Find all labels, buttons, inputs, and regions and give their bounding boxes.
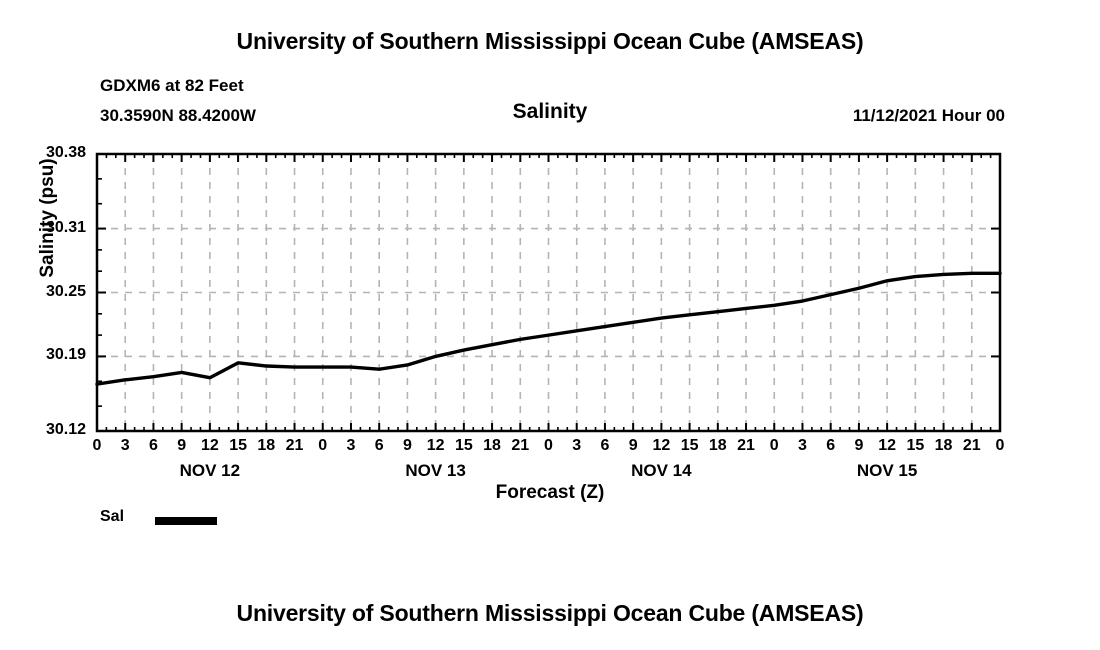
x-tick-label: 21 — [511, 437, 530, 454]
x-tick-label: 21 — [737, 437, 755, 454]
day-label: NOV 12 — [179, 461, 241, 480]
forecast-timestamp: 11/12/2021 Hour 00 — [852, 106, 1005, 125]
grid-horizontal — [97, 227, 1000, 358]
x-tick-label: 15 — [680, 437, 699, 454]
legend-swatch-sal — [155, 517, 217, 525]
x-tick-label: 15 — [906, 437, 925, 454]
x-tick-label: 15 — [229, 437, 247, 454]
day-label: NOV 15 — [856, 461, 918, 480]
x-tick-label: 9 — [628, 437, 638, 454]
coordinates-label: 30.3590N 88.4200W — [100, 106, 256, 125]
x-tick-label: 9 — [177, 437, 187, 454]
y-tick-label: 30.19 — [45, 346, 86, 364]
x-tick-label: 12 — [200, 437, 219, 454]
page-title-top: University of Southern Mississippi Ocean… — [236, 28, 864, 54]
x-tick-label: 6 — [600, 437, 610, 454]
legend-label-sal: Sal — [100, 508, 125, 525]
x-tick-label: 12 — [652, 437, 671, 454]
y-tick-label: 30.25 — [45, 282, 86, 300]
x-tick-label: 3 — [346, 437, 356, 454]
x-tick-label: 18 — [708, 437, 727, 454]
x-tick-label: 0 — [318, 437, 328, 454]
x-tick-label: 12 — [878, 437, 897, 454]
y-tick-label: 30.38 — [45, 144, 86, 161]
x-tick-label: 12 — [426, 437, 445, 454]
x-tick-label: 18 — [257, 437, 276, 454]
x-tick-label: 0 — [995, 437, 1005, 454]
x-axis-label: Forecast (Z) — [495, 482, 605, 503]
x-tick-label: 3 — [798, 437, 807, 454]
x-tick-label: 0 — [769, 437, 779, 454]
x-tick-label: 21 — [962, 437, 981, 454]
day-label: NOV 14 — [631, 461, 692, 480]
x-tick-label: 6 — [148, 437, 158, 454]
x-tick-label: 3 — [572, 437, 582, 454]
x-tick-label: 18 — [934, 437, 953, 454]
x-tick-label: 9 — [402, 437, 412, 454]
x-tick-marks — [96, 154, 1001, 431]
series-line-sal — [95, 271, 1002, 386]
x-tick-label: 6 — [374, 437, 384, 454]
x-tick-label: 9 — [854, 437, 864, 454]
x-tick-label: 15 — [454, 437, 473, 454]
station-label: GDXM6 at 82 Feet — [100, 76, 244, 95]
x-tick-label: 3 — [120, 437, 130, 454]
x-tick-label: 0 — [92, 437, 102, 454]
variable-title: Salinity — [512, 100, 588, 123]
x-tick-label: 21 — [285, 437, 304, 454]
y-tick-label: 30.31 — [45, 218, 86, 236]
x-tick-label: 6 — [826, 437, 836, 454]
y-tick-label: 30.12 — [45, 421, 86, 438]
x-tick-label: 18 — [483, 437, 501, 454]
x-tick-label: 0 — [544, 437, 553, 454]
plot-frame — [95, 152, 1002, 433]
page-title-bottom: University of Southern Mississippi Ocean… — [236, 600, 864, 626]
day-label: NOV 13 — [405, 461, 466, 480]
grid-vertical — [124, 154, 973, 431]
